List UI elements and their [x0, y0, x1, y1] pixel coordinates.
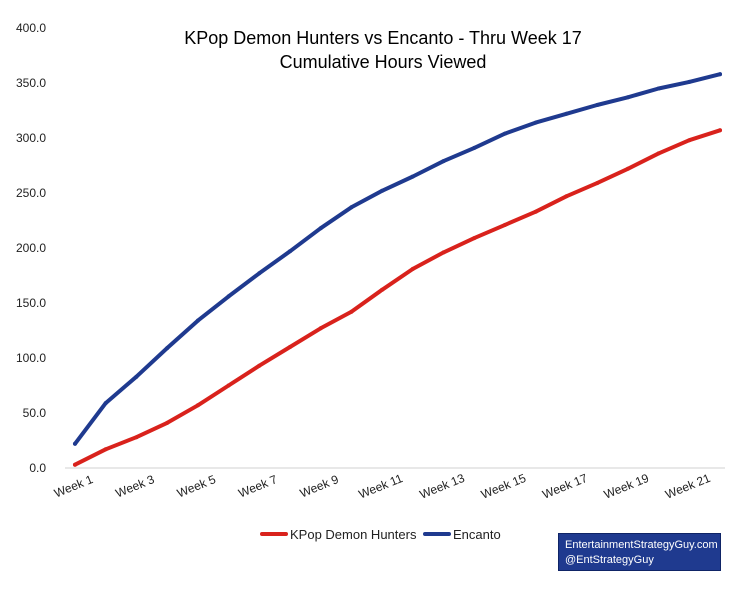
data-point	[134, 374, 139, 379]
x-tick-label: Week 19	[602, 471, 651, 502]
data-point	[349, 309, 354, 314]
data-point	[472, 236, 477, 241]
data-point	[625, 166, 630, 171]
data-point	[533, 120, 538, 125]
data-point	[195, 403, 200, 408]
data-point	[564, 194, 569, 199]
data-point	[349, 205, 354, 210]
x-tick-label: Week 3	[114, 472, 157, 500]
data-point	[595, 103, 600, 107]
data-point	[472, 145, 477, 150]
chart-subtitle: Cumulative Hours Viewed	[280, 52, 487, 72]
data-point	[533, 209, 538, 214]
data-point	[718, 72, 722, 77]
legend: KPop Demon Hunters Encanto	[260, 527, 501, 542]
credit-box: EntertainmentStrategyGuy.com @EntStrateg…	[558, 533, 721, 571]
y-tick-label: 200.0	[16, 241, 46, 255]
data-point	[226, 294, 231, 299]
y-tick-label: 100.0	[16, 351, 46, 365]
y-tick-label: 350.0	[16, 76, 46, 90]
data-point	[625, 95, 630, 100]
data-point	[226, 383, 231, 388]
data-point	[718, 128, 722, 133]
data-point	[103, 401, 108, 406]
x-axis-ticks: Week 1 Week 3 Week 5 Week 7 Week 9 Week 11 Wee…	[52, 471, 712, 502]
data-point	[73, 441, 77, 446]
y-tick-label: 400.0	[16, 21, 46, 35]
y-tick-label: 250.0	[16, 186, 46, 200]
data-point	[380, 188, 385, 193]
data-point	[288, 249, 292, 254]
data-point	[687, 79, 692, 84]
x-tick-label: Week 9	[298, 472, 341, 500]
data-point	[165, 346, 170, 351]
y-tick-label: 0.0	[29, 461, 46, 475]
data-point	[564, 111, 569, 116]
x-tick-label: Week 17	[540, 471, 589, 502]
data-point	[257, 271, 262, 276]
x-tick-label: Week 15	[479, 471, 528, 502]
series-line-1	[73, 72, 722, 446]
series-line-0	[73, 128, 722, 467]
y-tick-label: 50.0	[23, 406, 47, 420]
legend-label: Encanto	[453, 527, 501, 542]
data-point	[195, 318, 200, 323]
data-point	[165, 420, 170, 425]
data-point	[103, 447, 108, 452]
y-axis-ticks: 0.0 50.0 100.0 150.0 200.0 250.0 300.0 350.0 400…	[16, 21, 46, 475]
x-tick-label: Week 1	[52, 472, 95, 500]
credit-handle: @EntStrategyGuy	[565, 554, 654, 566]
data-point	[503, 131, 507, 136]
data-point	[687, 138, 692, 143]
data-point	[656, 151, 661, 156]
x-tick-label: Week 5	[175, 472, 218, 500]
y-tick-label: 150.0	[16, 296, 46, 310]
x-tick-label: Week 11	[357, 471, 405, 501]
data-point	[503, 222, 507, 227]
y-tick-label: 300.0	[16, 131, 46, 145]
data-point	[134, 435, 139, 440]
data-point	[410, 174, 415, 179]
data-point	[441, 159, 446, 164]
data-point	[410, 266, 415, 271]
data-point	[441, 250, 446, 255]
data-point	[595, 181, 600, 186]
credit-website: EntertainmentStrategyGuy.com	[565, 539, 718, 551]
data-point	[656, 86, 661, 91]
data-point	[73, 462, 77, 467]
data-point	[288, 345, 292, 349]
legend-label: KPop Demon Hunters	[290, 527, 417, 542]
chart-title: KPop Demon Hunters vs Encanto - Thru Wee…	[184, 28, 582, 48]
data-point	[318, 326, 323, 331]
data-point	[318, 226, 323, 231]
x-tick-label: Week 7	[236, 472, 279, 500]
series-lines	[73, 72, 722, 467]
x-tick-label: Week 13	[418, 471, 467, 502]
x-tick-label: Week 21	[663, 471, 712, 502]
data-point	[257, 363, 262, 368]
data-point	[380, 287, 385, 292]
